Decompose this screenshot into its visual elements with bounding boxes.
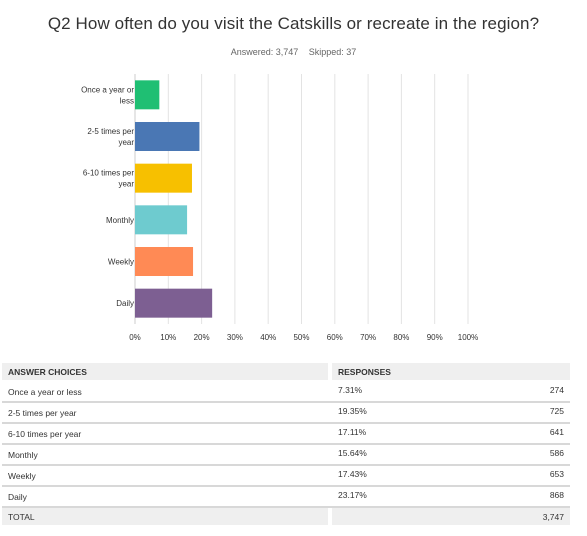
total-row: TOTAL 3,747 <box>2 507 570 525</box>
response-summary: Answered: 3,747 Skipped: 37 <box>0 47 587 57</box>
response-count: 653 <box>549 469 564 479</box>
response-count: 586 <box>549 448 564 458</box>
category-label: less <box>120 96 134 105</box>
answer-choice-cell: 2-5 times per year <box>2 402 328 424</box>
x-tick-label: 30% <box>227 333 243 342</box>
bar <box>135 288 213 318</box>
response-percent: 15.64% <box>338 448 367 458</box>
response-cell: 17.43% 653 <box>332 465 570 487</box>
x-tick-label: 80% <box>393 333 409 342</box>
answer-choice-cell: 6-10 times per year <box>2 423 328 445</box>
total-label: TOTAL <box>2 507 328 525</box>
response-percent: 7.31% <box>338 385 363 395</box>
x-tick-label: 70% <box>360 333 376 342</box>
bar <box>135 205 188 235</box>
category-label: year <box>118 180 134 189</box>
question-title: Q2 How often do you visit the Catskills … <box>47 14 540 33</box>
category-label: Daily <box>116 299 134 308</box>
table-body: Once a year or less 7.31% 274 2-5 times per… <box>2 381 570 525</box>
category-label: Monthly <box>106 216 134 225</box>
table-row: Monthly 15.64% 586 <box>2 444 570 466</box>
bar <box>135 80 160 110</box>
response-cell: 15.64% 586 <box>332 444 570 466</box>
total-count: 3,747 <box>332 507 570 525</box>
table-row: Once a year or less 7.31% 274 <box>2 381 570 403</box>
x-tick-label: 90% <box>427 333 443 342</box>
response-percent: 23.17% <box>338 490 367 500</box>
response-percent: 17.43% <box>338 469 367 479</box>
table-row: 6-10 times per year 17.11% 641 <box>2 423 570 445</box>
bar <box>135 122 200 151</box>
x-tick-label: 50% <box>293 333 309 342</box>
answer-choices-header: ANSWER CHOICES <box>2 363 328 382</box>
table-row: Weekly 17.43% 653 <box>2 465 570 487</box>
bar-chart: 0% 10% 20% 30% 40% 50% 60% 70% 80% 90% 100% Once a … <box>81 74 478 342</box>
bar <box>135 163 192 193</box>
response-cell: 7.31% 274 <box>332 381 570 403</box>
table-row: Daily 23.17% 868 <box>2 486 570 508</box>
category-label: Weekly <box>108 258 134 267</box>
x-tick-label: 100% <box>458 333 478 342</box>
answer-choice-cell: Monthly <box>2 444 328 466</box>
table-header-row: ANSWER CHOICES RESPONSES <box>2 363 570 382</box>
response-count: 868 <box>549 490 564 500</box>
bar <box>135 247 194 276</box>
x-tick-label: 0% <box>129 333 141 342</box>
response-count: 725 <box>549 406 564 416</box>
answered-count: Answered: 3,747 <box>230 47 299 57</box>
answer-choice-cell: Daily <box>2 486 328 508</box>
table-row: 2-5 times per year 19.35% 725 <box>2 402 570 424</box>
x-tick-label: 40% <box>260 333 276 342</box>
category-label: year <box>118 138 134 147</box>
response-cell: 17.11% 641 <box>332 423 570 445</box>
response-count: 274 <box>549 385 564 395</box>
x-tick-label: 20% <box>194 333 210 342</box>
results-table: ANSWER CHOICES RESPONSES Once a year or … <box>2 363 570 525</box>
response-cell: 19.35% 725 <box>332 402 570 424</box>
answer-choice-cell: Weekly <box>2 465 328 487</box>
category-label: 2-5 times per <box>87 127 134 136</box>
category-label: Once a year or <box>81 85 134 94</box>
x-tick-label: 10% <box>160 333 176 342</box>
response-percent: 17.11% <box>338 427 367 437</box>
response-count: 641 <box>549 427 564 437</box>
answer-choice-cell: Once a year or less <box>2 381 328 403</box>
responses-header: RESPONSES <box>332 363 570 382</box>
x-tick-label: 60% <box>327 333 343 342</box>
response-cell: 23.17% 868 <box>332 486 570 508</box>
skipped-count: Skipped: 37 <box>308 47 357 57</box>
response-percent: 19.35% <box>338 406 367 416</box>
category-label: 6-10 times per <box>83 169 134 178</box>
